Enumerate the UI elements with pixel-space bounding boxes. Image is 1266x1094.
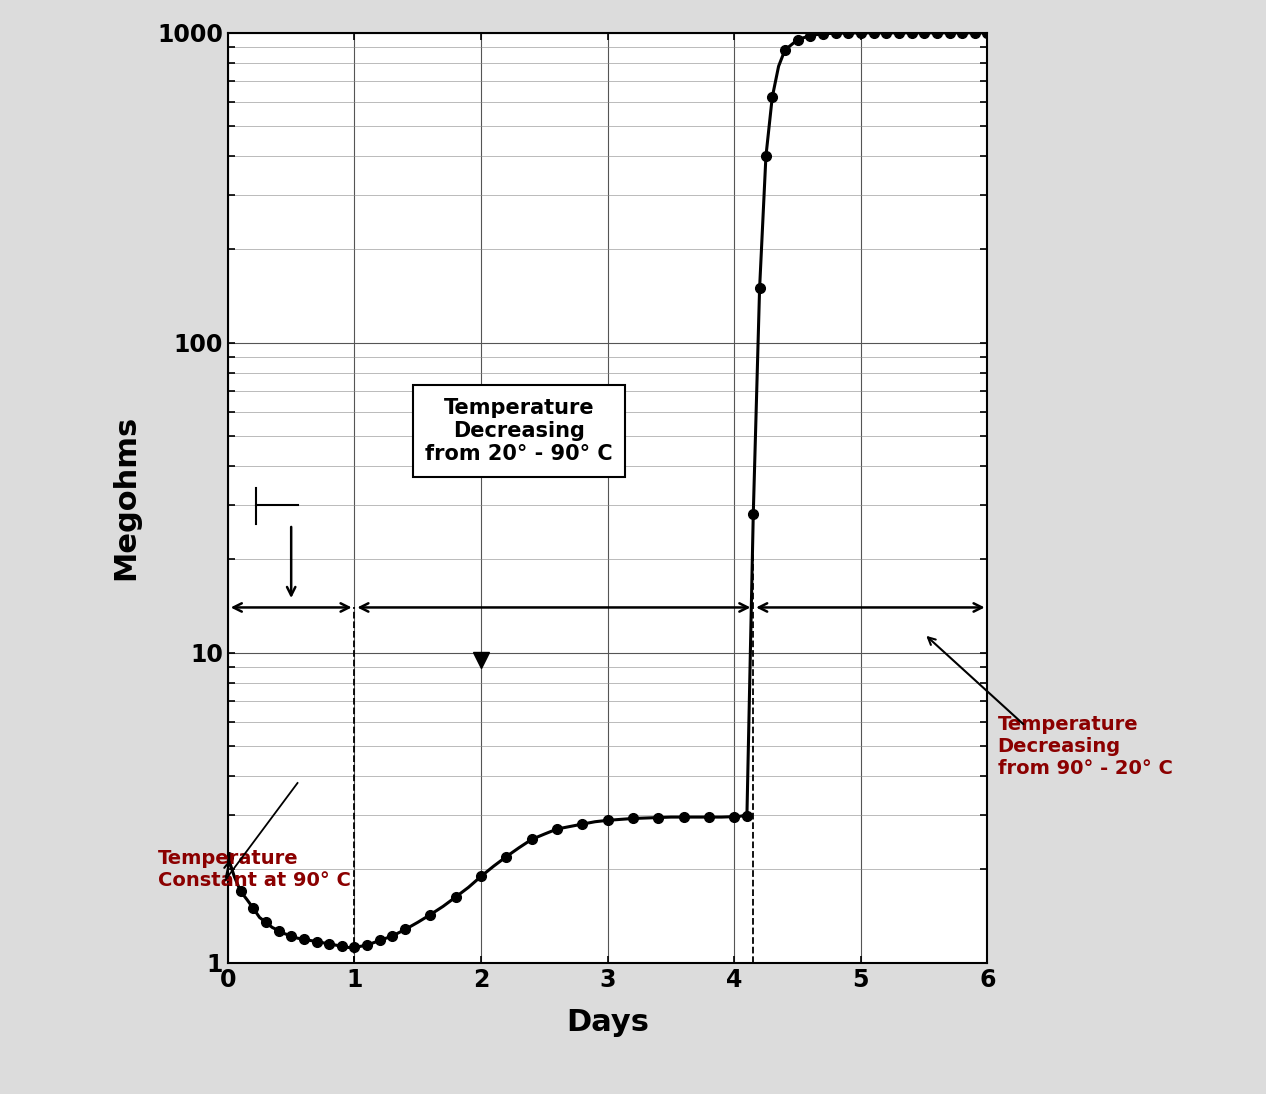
Y-axis label: Megohms: Megohms (111, 415, 141, 581)
Text: Temperature
Decreasing
from 20° - 90° C: Temperature Decreasing from 20° - 90° C (425, 397, 613, 464)
X-axis label: Days: Days (566, 1009, 649, 1037)
Text: Temperature
Decreasing
from 90° - 20° C: Temperature Decreasing from 90° - 20° C (998, 714, 1172, 778)
Text: Temperature
Constant at 90° C: Temperature Constant at 90° C (158, 849, 351, 889)
